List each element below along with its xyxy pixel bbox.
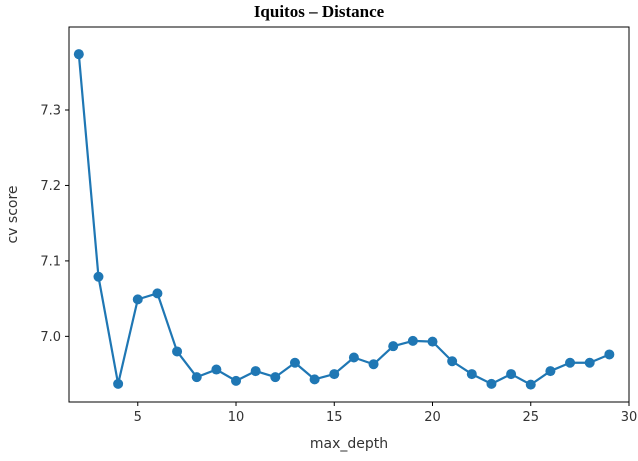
data-point — [191, 372, 202, 383]
data-point — [447, 356, 458, 367]
y-tick-label: 7.2 — [40, 179, 61, 194]
data-point — [250, 366, 261, 377]
data-point — [584, 357, 595, 368]
data-point — [231, 375, 242, 386]
x-axis-label: max_depth — [310, 436, 388, 452]
data-point — [289, 357, 300, 368]
data-point — [152, 288, 163, 299]
ticks: 5 10 15 20 25 30 7.0 7.1 7.2 7.3 — [40, 103, 637, 425]
data-point — [309, 374, 320, 385]
data-point — [388, 341, 399, 352]
data-point — [506, 369, 517, 380]
data-point — [132, 294, 143, 305]
x-tick-label: 20 — [424, 410, 441, 425]
data-point — [368, 359, 379, 370]
x-tick-label: 10 — [228, 410, 245, 425]
y-axis-label: cv score — [5, 185, 21, 243]
data-point — [348, 352, 359, 363]
data-point — [604, 349, 615, 360]
data-point — [329, 369, 340, 380]
y-tick-label: 7.1 — [40, 254, 61, 269]
data-point — [486, 378, 497, 389]
x-tick-label: 25 — [522, 410, 539, 425]
plot-frame — [68, 26, 630, 403]
data-point — [73, 49, 84, 60]
data-point — [270, 372, 281, 383]
x-tick-label: 15 — [326, 410, 343, 425]
data-point — [525, 379, 536, 390]
data-point — [211, 364, 222, 375]
data-point — [407, 335, 418, 346]
chart-title: Iquitos – Distance — [253, 2, 385, 21]
data-point — [545, 366, 556, 377]
data-point — [93, 271, 104, 282]
series-line — [77, 54, 610, 386]
axes — [68, 26, 630, 403]
data-point — [565, 357, 576, 368]
data-point — [466, 369, 477, 380]
plot-area — [73, 49, 615, 390]
x-tick-label: 5 — [134, 410, 142, 425]
data-point — [427, 336, 438, 347]
x-tick-label: 30 — [621, 410, 638, 425]
data-point — [172, 346, 183, 357]
y-tick-label: 7.3 — [40, 103, 61, 118]
data-point — [113, 378, 124, 389]
y-tick-label: 7.0 — [40, 330, 61, 345]
